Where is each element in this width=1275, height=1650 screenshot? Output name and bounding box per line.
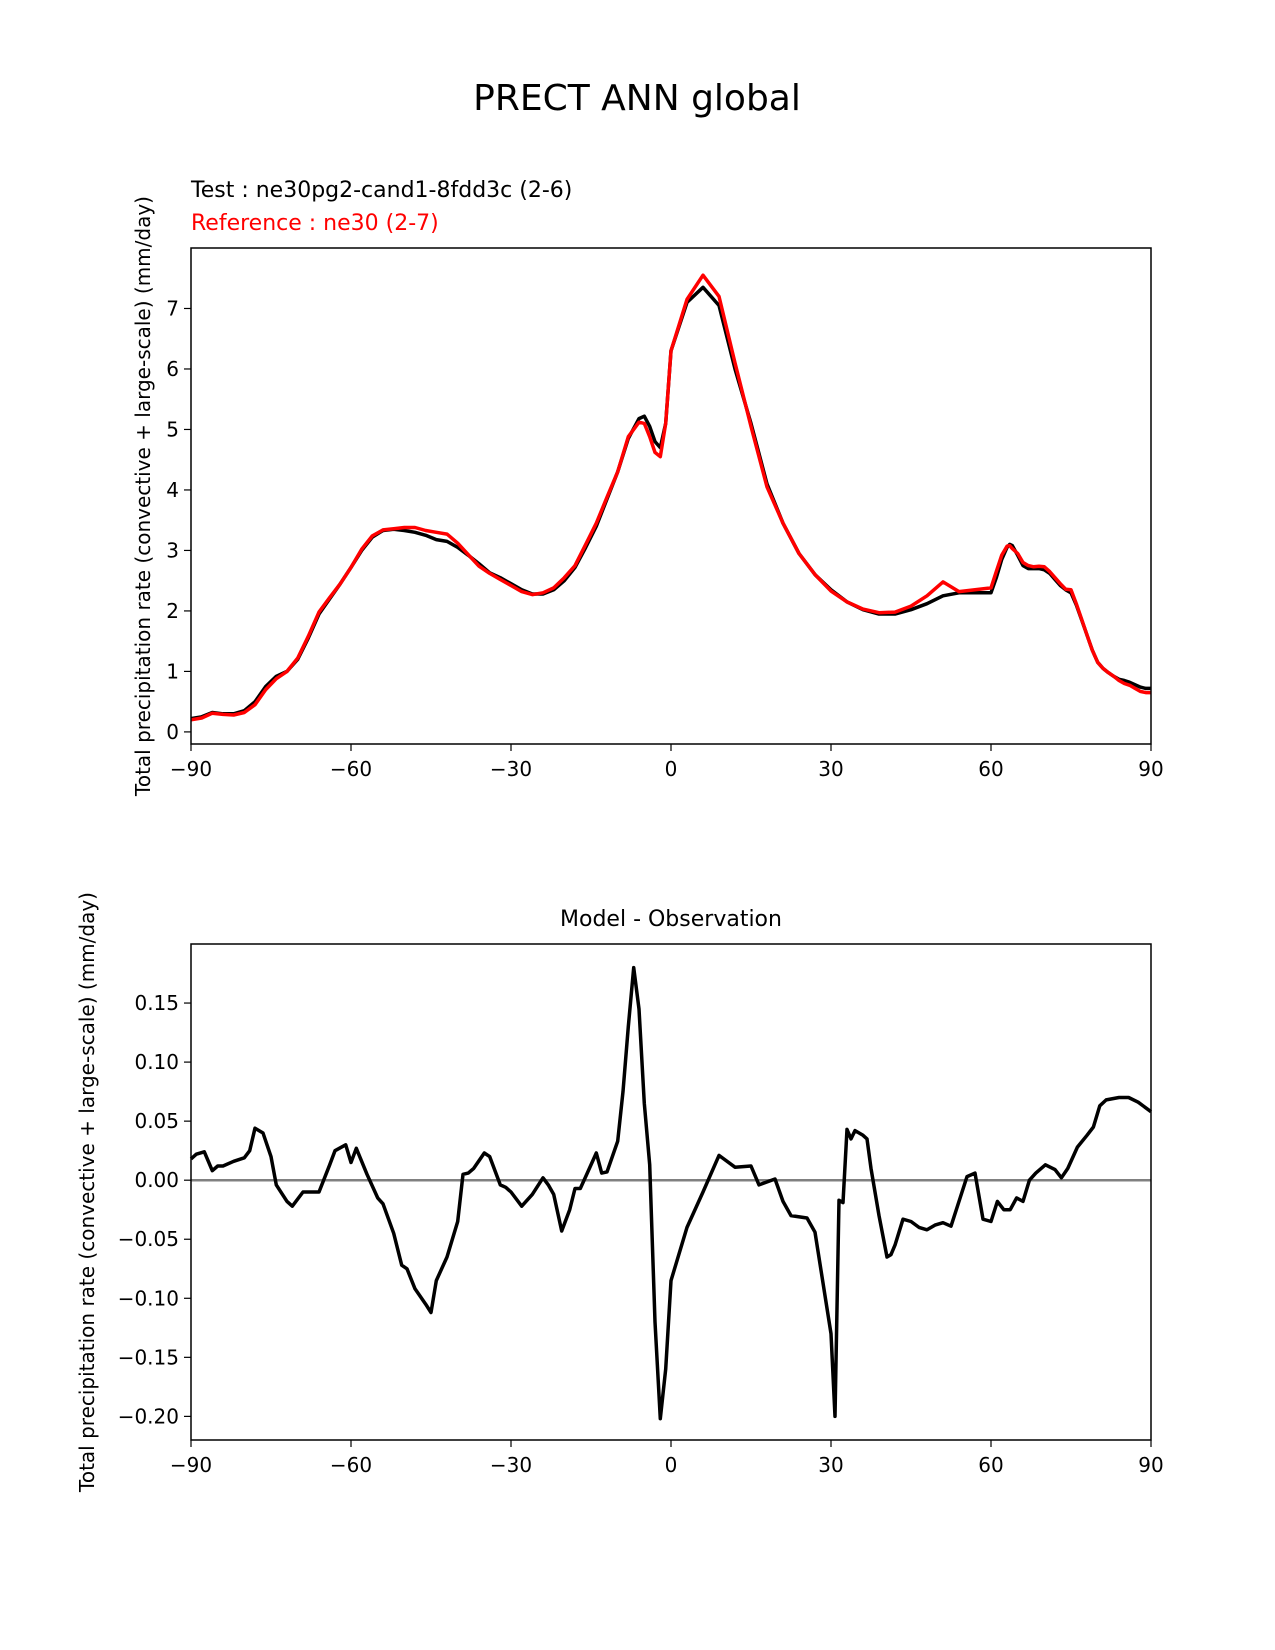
bottom-ytick-label: 0.05 xyxy=(134,1109,179,1133)
bottom-panel: Model - Observation Total precipitation … xyxy=(75,892,1164,1493)
top-ytick-label: 4 xyxy=(166,478,179,502)
bottom-ytick-label: −0.20 xyxy=(118,1404,179,1428)
bottom-xtick-label: −60 xyxy=(330,1453,372,1477)
top-series-line xyxy=(190,273,1151,722)
top-y-axis-label: Total precipitation rate (convective + l… xyxy=(131,196,155,797)
top-ytick-label: 3 xyxy=(166,538,179,562)
top-xtick-label: −30 xyxy=(490,757,532,781)
top-xtick-label: 90 xyxy=(1138,757,1163,781)
top-ytick-label: 1 xyxy=(166,659,179,683)
top-series-lines xyxy=(190,273,1151,722)
bottom-ytick-label: −0.10 xyxy=(118,1286,179,1310)
bottom-series-lines xyxy=(189,965,1153,1421)
bottom-ytick-label: 0.10 xyxy=(134,1050,179,1074)
top-xtick-label: 0 xyxy=(665,757,678,781)
bottom-xtick-label: 0 xyxy=(665,1453,678,1477)
top-ytick-label: 5 xyxy=(166,417,179,441)
top-axis-ticks: −90 −60 −30 0 30 60 90 0 1 2 3 4 5 6 7 xyxy=(166,296,1163,781)
top-panel: Test : ne30pg2-cand1-8fdd3c (2-6) Refere… xyxy=(131,178,1164,797)
bottom-plot-frame xyxy=(190,943,1152,1441)
top-plot-frame xyxy=(190,247,1152,745)
bottom-xtick-label: 60 xyxy=(978,1453,1003,1477)
top-xtick-label: 30 xyxy=(818,757,843,781)
top-ytick-label: 2 xyxy=(166,599,179,623)
bottom-ytick-label: 0.00 xyxy=(134,1168,179,1192)
bottom-xtick-label: 30 xyxy=(818,1453,843,1477)
bottom-axis-ticks: −90 −60 −30 0 30 60 90 −0.20 −0.15 −0.10 −0.05 0.00… xyxy=(118,991,1164,1477)
top-xtick-label: −60 xyxy=(330,757,372,781)
top-ytick-label: 0 xyxy=(166,720,179,744)
top-xtick-label: 60 xyxy=(978,757,1003,781)
bottom-panel-title: Model - Observation xyxy=(560,907,782,932)
top-ytick-label: 6 xyxy=(166,357,179,381)
top-ytick-label: 7 xyxy=(166,296,179,320)
bottom-xtick-label: −30 xyxy=(490,1453,532,1477)
bottom-ytick-label: −0.05 xyxy=(118,1227,179,1251)
bottom-ytick-label: 0.15 xyxy=(134,991,179,1015)
bottom-xtick-label: 90 xyxy=(1138,1453,1163,1477)
bottom-xtick-label: −90 xyxy=(170,1453,212,1477)
bottom-series-line xyxy=(189,965,1153,1421)
figure-title: PRECT ANN global xyxy=(473,78,801,119)
bottom-y-axis-label: Total precipitation rate (convective + l… xyxy=(75,892,99,1493)
top-xtick-label: −90 xyxy=(170,757,212,781)
legend-reference-label: Reference : ne30 (2-7) xyxy=(191,211,439,236)
bottom-ytick-label: −0.15 xyxy=(118,1345,179,1369)
legend-test-label: Test : ne30pg2-cand1-8fdd3c (2-6) xyxy=(190,178,572,203)
